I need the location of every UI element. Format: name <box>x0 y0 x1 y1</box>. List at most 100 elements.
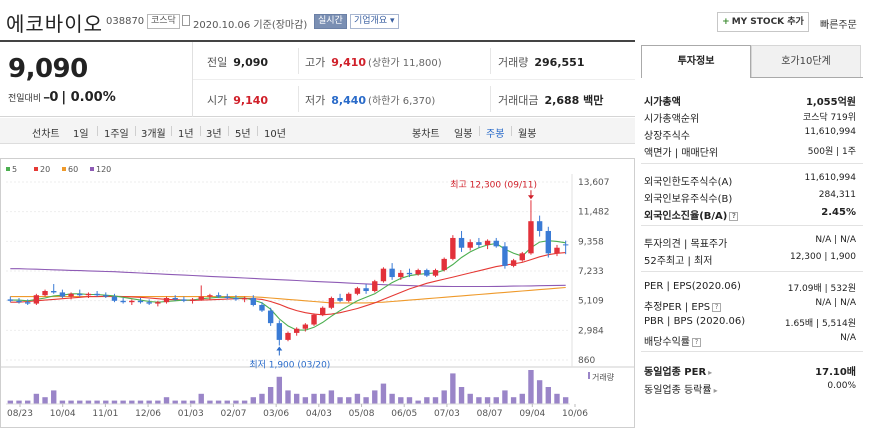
info-label: PBR | BPS (2020.06) <box>644 316 746 327</box>
candle-body <box>241 297 248 300</box>
upper-limit: (상한가 11,800) <box>368 58 442 69</box>
divider <box>298 48 299 74</box>
volume-bar <box>172 400 178 404</box>
info-value: 500원 | 1주 <box>807 147 856 157</box>
candle-body <box>493 240 499 247</box>
help-icon[interactable]: ? <box>729 212 739 221</box>
period-5y[interactable]: 5년 <box>235 129 251 140</box>
candle-body <box>267 310 274 324</box>
divider <box>511 126 512 136</box>
info-row: 외국인한도주식수(A) 11,610,994 <box>644 171 856 189</box>
volume-bar <box>155 400 161 404</box>
high-price: 고가 9,410 (상한가 11,800) <box>305 54 442 70</box>
candle-body <box>103 295 109 297</box>
candle-monthly[interactable]: 월봉 <box>518 129 537 140</box>
info-row: 동일업종 등락률 ▸ 0.00% <box>644 379 856 397</box>
price-summary: 9,090 전일대비 ━0 | 0.00% 전일 9,090 고가 9,410 (상한… <box>0 40 635 117</box>
candle-weekly[interactable]: 주봉 <box>486 129 505 140</box>
info-label: 동일업종 등락률 ▸ <box>644 385 718 396</box>
info-divider <box>641 163 863 164</box>
info-row: 추정PER | EPS? N/A | N/A <box>644 296 856 314</box>
x-tick-label: 11/01 <box>92 409 118 419</box>
x-tick-label: 09/04 <box>519 409 545 419</box>
legend-swatch <box>62 167 66 171</box>
candle-body <box>528 221 534 254</box>
volume-bar <box>215 400 222 404</box>
candle-body <box>77 293 83 296</box>
period-1d[interactable]: 1일 <box>73 129 89 140</box>
chevron-right-icon[interactable]: ▸ <box>713 386 718 395</box>
period-3y[interactable]: 3년 <box>206 129 222 140</box>
candle-body <box>432 270 439 276</box>
info-row: 외국인소진율(B/A)? 2.45% <box>644 205 856 223</box>
current-price: 9,090 <box>8 54 88 84</box>
ma-line-5 <box>10 240 566 331</box>
volume-bar <box>328 390 335 404</box>
volume-bar <box>536 380 543 404</box>
candle-body <box>415 270 421 275</box>
period-1y[interactable]: 1년 <box>178 129 194 140</box>
chevron-right-icon[interactable]: ▸ <box>708 368 713 377</box>
candle-daily[interactable]: 일봉 <box>454 129 473 140</box>
candle-body <box>7 299 14 301</box>
candle-body <box>163 297 170 303</box>
x-tick-label: 05/08 <box>349 409 375 419</box>
info-row: 외국인보유주식수(B) 284,311 <box>644 188 856 206</box>
add-mystock-button[interactable]: + MY STOCK 추가 <box>717 12 809 32</box>
volume-bar <box>250 397 256 404</box>
volume-legend-label: 거래량 <box>592 372 615 382</box>
change-value: 0 <box>49 90 59 105</box>
candle-body <box>406 272 413 275</box>
volume-bar <box>528 370 534 404</box>
volume-bar <box>137 400 144 404</box>
low-arrow-head <box>276 346 283 351</box>
candle-body <box>424 270 430 276</box>
volume-bar <box>389 393 395 404</box>
x-tick-label: 01/03 <box>178 409 204 419</box>
volume-bar <box>85 400 92 404</box>
x-tick-label: 04/03 <box>306 409 332 419</box>
prev-value: 9,090 <box>233 56 269 69</box>
y-tick-label: 5,109 <box>578 297 604 307</box>
candle-body <box>16 300 22 303</box>
volume-bar <box>424 397 430 404</box>
market-badge: 코스닥 <box>147 14 180 29</box>
candle-body <box>389 268 395 278</box>
candle-body <box>554 247 560 254</box>
volume-bar <box>302 397 309 404</box>
divider <box>200 126 201 136</box>
period-3m[interactable]: 3개월 <box>141 129 166 140</box>
volume-bar <box>441 390 447 404</box>
info-row: 액면가 | 매매단위 500원 | 1주 <box>644 142 856 160</box>
volume-bar <box>519 393 525 404</box>
volume-bar <box>467 393 473 404</box>
info-value: 2.45% <box>821 207 856 218</box>
change-label: 전일대비 <box>8 94 42 104</box>
candle-body <box>458 237 465 248</box>
info-row: 동일업종 PER ▸ 17.10배 <box>644 361 856 379</box>
info-value: 17.09배 | 532원 <box>787 284 856 294</box>
help-icon[interactable]: ? <box>692 338 701 347</box>
low-price: 저가 8,440 (하한가 6,370) <box>305 92 435 108</box>
company-info-button[interactable]: 기업개요 ▾ <box>350 14 399 29</box>
tab-order-book[interactable]: 호가10단계 <box>751 45 861 78</box>
y-tick-label: 7,233 <box>578 267 604 277</box>
volume-bar <box>346 397 352 404</box>
tab-investment-info[interactable]: 투자정보 <box>641 45 751 78</box>
candle-body <box>519 253 525 261</box>
quick-order-button[interactable]: 빠른주문 <box>820 20 857 31</box>
realtime-button[interactable]: 실시간 <box>314 14 347 29</box>
period-1w[interactable]: 1주일 <box>104 129 129 140</box>
candle-body <box>129 300 135 303</box>
volume-value: 296,551 <box>534 56 585 69</box>
volume-label: 거래량 <box>498 56 529 69</box>
period-10y[interactable]: 10년 <box>264 129 286 140</box>
volume-bar <box>450 373 456 404</box>
info-row: 52주최고 | 최저 12,300 | 1,900 <box>644 250 856 268</box>
volume-bar <box>7 400 14 404</box>
help-icon[interactable]: ? <box>712 303 722 312</box>
add-mystock-label: MY STOCK 추가 <box>731 17 804 27</box>
open-value: 9,140 <box>233 94 269 107</box>
x-tick-label: 08/23 <box>7 409 33 419</box>
high-arrow-head <box>527 195 534 200</box>
